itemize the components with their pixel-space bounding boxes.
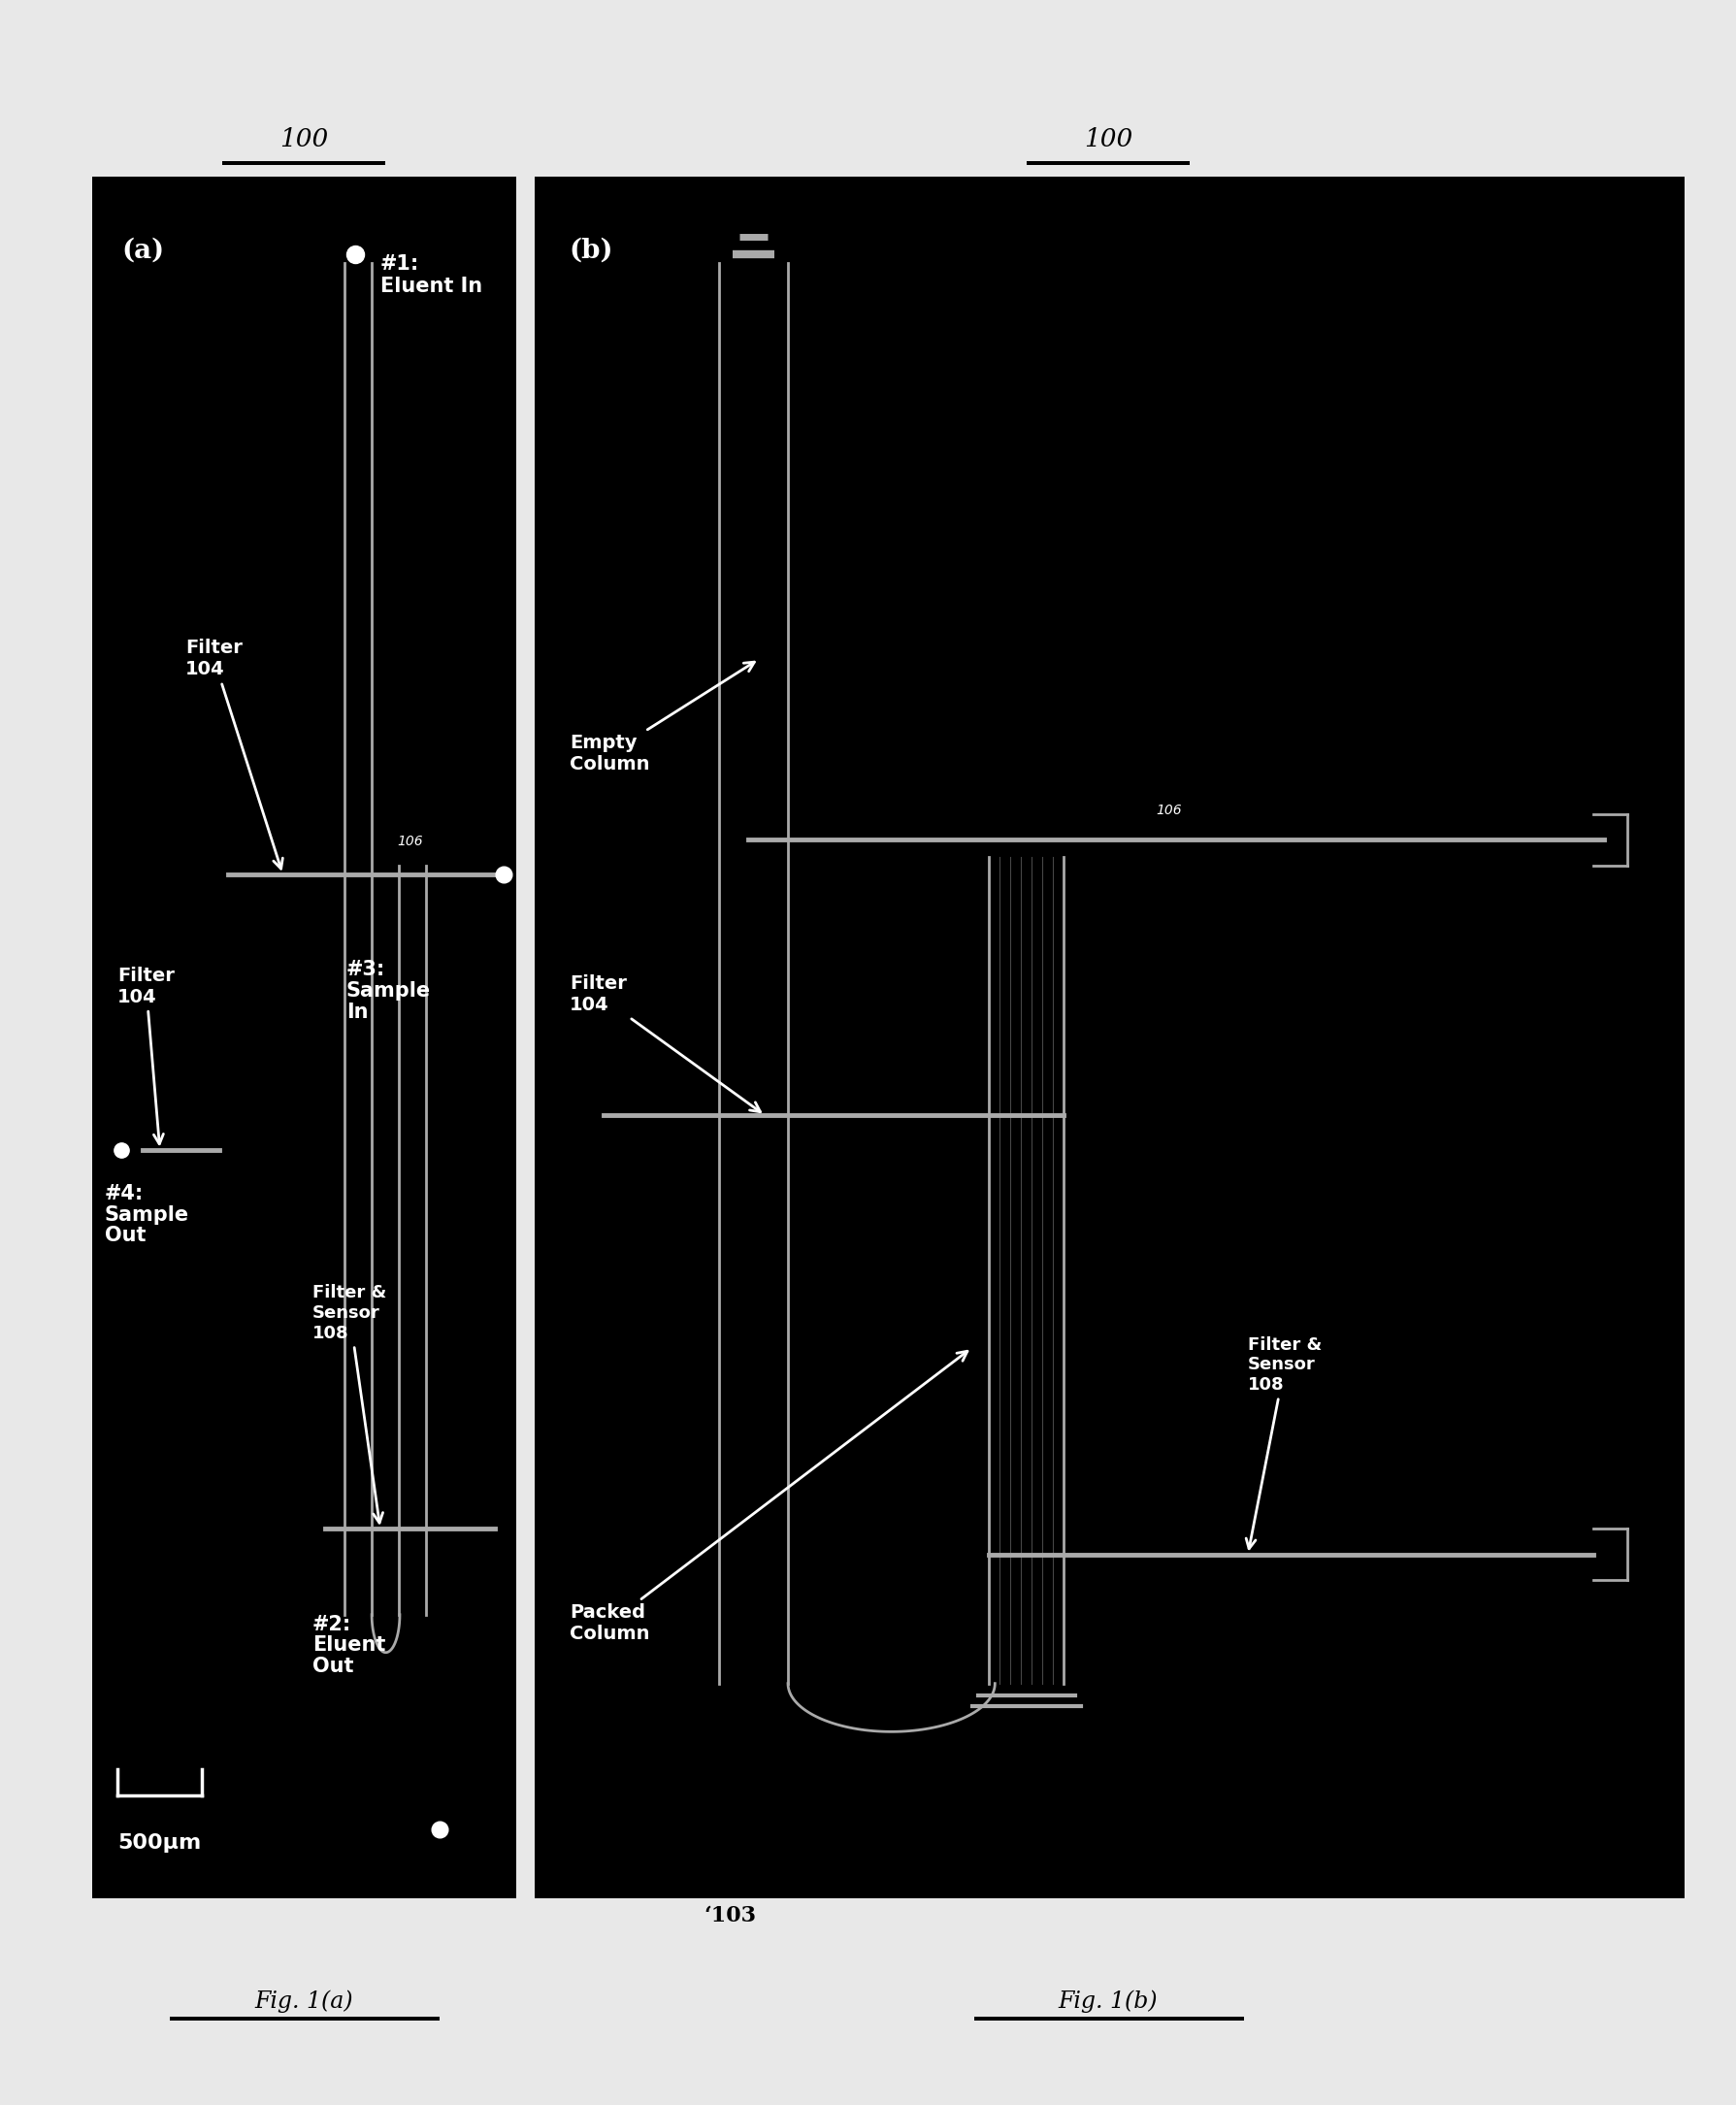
Text: Fig. 1(a): Fig. 1(a)	[255, 1989, 352, 2012]
Text: 500μm: 500μm	[118, 1833, 201, 1852]
Text: Filter
104: Filter 104	[118, 966, 175, 1143]
Text: Packed
Column: Packed Column	[569, 1351, 967, 1644]
Text: Filter &
Sensor
108: Filter & Sensor 108	[312, 1284, 385, 1522]
Text: #3:
Sample
In: #3: Sample In	[345, 960, 431, 1021]
Text: (b): (b)	[569, 238, 613, 263]
Text: ‘103: ‘103	[703, 1905, 755, 1926]
Text: Filter &
Sensor
108: Filter & Sensor 108	[1245, 1337, 1321, 1549]
Text: #2:
Eluent
Out: #2: Eluent Out	[312, 1615, 385, 1676]
Text: Filter
104: Filter 104	[569, 975, 760, 1111]
Text: 100: 100	[279, 126, 328, 152]
Text: (a): (a)	[122, 238, 165, 263]
Text: 100: 100	[1083, 126, 1132, 152]
Text: 106: 106	[1154, 804, 1180, 817]
Text: Empty
Column: Empty Column	[569, 661, 753, 773]
Text: 106: 106	[398, 836, 424, 848]
Text: Fig. 1(b): Fig. 1(b)	[1057, 1989, 1158, 2012]
Text: Filter
104: Filter 104	[186, 640, 283, 869]
Text: #4:
Sample
Out: #4: Sample Out	[104, 1185, 189, 1246]
Text: #1:
Eluent In: #1: Eluent In	[380, 255, 483, 297]
